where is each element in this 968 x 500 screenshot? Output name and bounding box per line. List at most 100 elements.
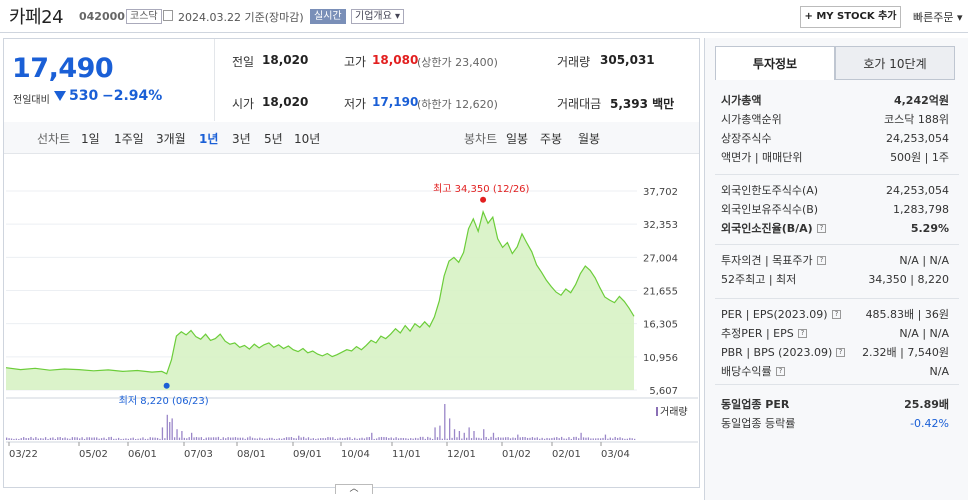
- info-row: 추정PER | EPS N/A | N/A?: [721, 325, 949, 343]
- volume-bar: [391, 437, 392, 440]
- volume-bar: [96, 437, 97, 440]
- volume-bar: [388, 438, 389, 440]
- volume-bar: [580, 433, 581, 440]
- volume-bar: [74, 437, 75, 440]
- volume-bar: [25, 438, 26, 440]
- volume-bar: [507, 437, 508, 440]
- volume-bar: [142, 437, 143, 440]
- volume-bar: [352, 439, 353, 440]
- info-row: 외국인보유주식수(B) 1,283,798: [721, 201, 949, 219]
- volume-bar: [439, 426, 440, 440]
- volume-bar: [459, 431, 460, 440]
- volume-bar: [588, 437, 589, 440]
- volume-bar: [434, 427, 435, 440]
- volume-bar: [605, 435, 606, 440]
- info-value: 24,253,054: [886, 182, 949, 200]
- volume-bar: [94, 437, 95, 440]
- volume-bar: [369, 437, 370, 440]
- volume-bar: [167, 415, 168, 440]
- volume-bar: [179, 438, 180, 440]
- volume-bar: [568, 437, 569, 440]
- volume-bar: [86, 437, 87, 440]
- volume-bar: [486, 437, 487, 440]
- volume-bar: [98, 439, 99, 440]
- x-tick-label: 12/01: [447, 449, 476, 460]
- volume-bar: [220, 439, 221, 440]
- volume-bar: [301, 437, 302, 440]
- volume-bar: [417, 438, 418, 440]
- volume-bar: [193, 437, 194, 440]
- volume-bar: [566, 439, 567, 440]
- volume-bar: [322, 438, 323, 440]
- volume-bar: [612, 439, 613, 440]
- divider: [715, 244, 959, 245]
- volume-bar: [252, 438, 253, 440]
- volume-bar: [471, 438, 472, 440]
- y-tick-label: 27,004: [643, 253, 678, 264]
- volume-bar: [554, 438, 555, 440]
- info-value: N/A | N/A: [899, 325, 949, 343]
- volume-bar: [228, 437, 229, 440]
- help-icon[interactable]: ?: [817, 256, 826, 265]
- divider: [715, 298, 959, 299]
- volume-bar: [456, 437, 457, 440]
- min-point: [164, 383, 170, 389]
- volume-bar: [176, 429, 177, 440]
- volume-bar: [493, 433, 494, 440]
- volume-bar: [451, 438, 452, 440]
- collapse-chart-button[interactable]: ︿: [335, 484, 373, 494]
- x-tick-label: 03/04: [601, 449, 630, 460]
- volume-bar: [174, 437, 175, 440]
- volume-bar: [349, 437, 350, 440]
- info-label: 시가총액순위: [721, 111, 782, 129]
- volume-bar: [410, 438, 411, 440]
- volume-bar: [189, 437, 190, 440]
- volume-bar: [393, 438, 394, 440]
- volume-bar: [184, 438, 185, 440]
- volume-bar: [607, 439, 608, 440]
- volume-bar: [198, 437, 199, 440]
- volume-bar: [544, 439, 545, 440]
- volume-bar: [106, 439, 107, 440]
- volume-bar: [332, 437, 333, 440]
- x-tick-label: 10/04: [341, 449, 370, 460]
- volume-bar: [242, 438, 243, 440]
- info-row: 배당수익률 N/A?: [721, 363, 949, 381]
- help-icon[interactable]: ?: [836, 348, 845, 357]
- tab-order-book[interactable]: 호가 10단계: [835, 46, 955, 80]
- volume-bar: [515, 438, 516, 440]
- tab-investment-info[interactable]: 투자정보: [715, 46, 835, 80]
- y-tick-label: 32,353: [643, 220, 678, 231]
- info-value: 4,242억원: [894, 92, 949, 110]
- help-icon[interactable]: ?: [776, 367, 785, 376]
- volume-bar: [422, 437, 423, 440]
- volume-bar: [583, 437, 584, 440]
- volume-bar: [320, 438, 321, 440]
- info-label: PBR | BPS (2023.09): [721, 344, 832, 362]
- help-icon[interactable]: ?: [832, 310, 841, 319]
- volume-bar: [464, 433, 465, 440]
- volume-bar: [120, 439, 121, 440]
- volume-bar: [354, 438, 355, 440]
- volume-bar: [245, 439, 246, 440]
- volume-bar: [610, 438, 611, 440]
- volume-bar: [77, 437, 78, 440]
- info-label: PER | EPS(2023.09): [721, 306, 828, 324]
- volume-legend: 거래량: [660, 406, 688, 418]
- volume-bar: [337, 439, 338, 440]
- volume-bar: [308, 437, 309, 440]
- info-label: 액면가 | 매매단위: [721, 149, 803, 167]
- volume-bar: [201, 437, 202, 440]
- volume-bar: [500, 438, 501, 440]
- info-value: 코스닥 188위: [884, 111, 949, 129]
- help-icon[interactable]: ?: [798, 329, 807, 338]
- info-value: 1,283,798: [893, 201, 949, 219]
- max-label: 최고 34,350 (12/26): [433, 183, 529, 195]
- volume-bar: [412, 439, 413, 440]
- volume-bar: [111, 437, 112, 440]
- volume-bar: [210, 437, 211, 440]
- help-icon[interactable]: ?: [817, 224, 826, 233]
- info-row: PBR | BPS (2023.09) 2.32배 | 7,540원?: [721, 344, 949, 362]
- volume-bar: [617, 438, 618, 440]
- volume-bar: [559, 438, 560, 440]
